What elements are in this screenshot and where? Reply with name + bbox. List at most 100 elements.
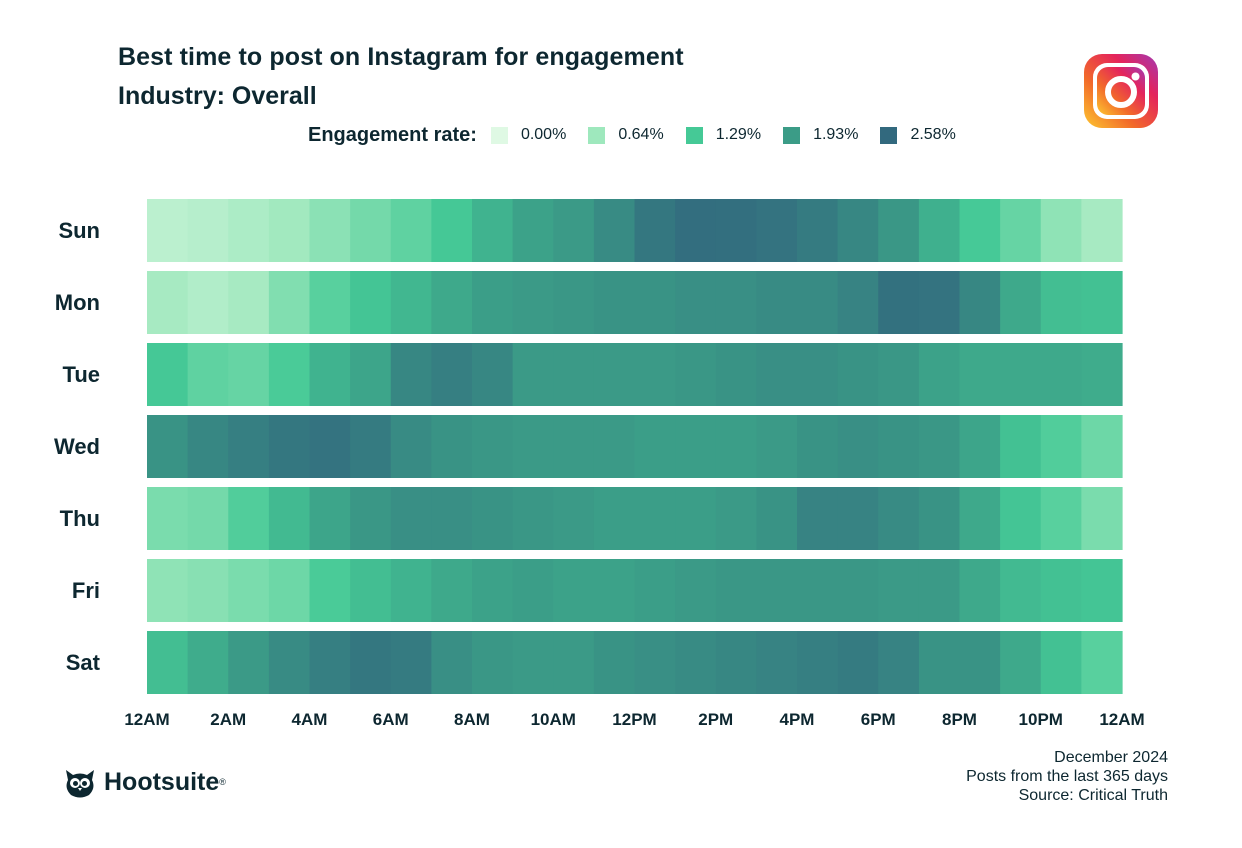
heatmap-cell [756,343,798,406]
heatmap-cell [918,343,961,406]
heatmap-cell [1000,631,1042,694]
day-label-wed: Wed [53,433,100,459]
heatmap-cell [918,199,961,262]
heatmap-cell [431,559,473,622]
heatmap-cell [634,343,676,406]
heatmap-cell [390,631,432,694]
heatmap-cell [268,199,311,262]
heatmap-cell [431,343,473,406]
x-tick-label: 10AM [530,710,576,729]
heatmap-cell [797,343,839,406]
heatmap-cell [390,415,432,478]
heatmap-cell [918,631,961,694]
heatmap-cell [472,415,514,478]
heatmap-cell [837,559,879,622]
heatmap-cell [147,487,189,550]
heatmap-cell [390,559,432,622]
heatmap-cell [756,631,798,694]
heatmap-cell [634,415,676,478]
heatmap-cell [390,199,432,262]
heatmap-cell [350,271,392,334]
heatmap-cell [553,487,595,550]
heatmap-cell [1040,559,1082,622]
x-tick-label: 12AM [1099,710,1145,729]
heatmap-cell [187,631,229,694]
heatmap-cell [1081,271,1123,334]
heatmap-cell [553,271,595,334]
legend-label: 2.58% [910,126,956,143]
heatmap-cell [715,199,757,262]
heatmap-cell [268,631,311,694]
heatmap-cell [268,415,311,478]
heatmap-cell [390,487,432,550]
heatmap-cell [959,343,1001,406]
heatmap-cell [1040,343,1082,406]
heatmap-cell [797,271,839,334]
heatmap-cell [147,199,189,262]
owl-icon [66,770,94,798]
heatmap-cell [756,271,798,334]
chart-subtitle: Industry: Overall [118,82,317,110]
legend-swatch [880,126,898,144]
x-tick-label: 4AM [291,710,328,729]
heatmap-cell [715,631,757,694]
heatmap-cell [228,415,270,478]
heatmap-cell [797,631,839,694]
heatmap-cell [918,487,961,550]
heatmap-cell [756,415,798,478]
heatmap-cell [268,559,311,622]
legend-title: Engagement rate: [308,123,477,146]
heatmap-cell [1040,199,1082,262]
heatmap-cell [553,199,595,262]
heatmap-cell [1000,199,1042,262]
heatmap-cell [350,631,392,694]
heatmap-cell [512,415,554,478]
heatmap-cell [593,487,636,550]
x-tick-label: 8AM [454,710,490,729]
heatmap-cell [593,415,636,478]
heatmap-cell [1081,199,1123,262]
heatmap-cell [512,559,554,622]
heatmap-cell [756,559,798,622]
x-tick-label: 12AM [124,710,170,729]
heatmap-cell [837,415,879,478]
heatmap-cell [715,343,757,406]
day-label-tue: Tue [62,361,100,387]
heatmap-cell [837,271,879,334]
heatmap-cell [634,271,676,334]
legend-swatch [588,126,606,144]
heatmap-cell [553,559,595,622]
heatmap-cell [268,271,311,334]
heatmap-cell [472,487,514,550]
heatmap-cell [228,199,270,262]
heatmap-cell [675,343,717,406]
legend-swatch [490,126,508,144]
day-label-mon: Mon [54,289,100,315]
heatmap-cell [918,415,961,478]
heatmap-cell [634,487,676,550]
heatmap-cell [512,343,554,406]
heatmap-cell [634,559,676,622]
heatmap-cell [918,271,961,334]
heatmap-cell [593,199,636,262]
heatmap-cell [1081,415,1123,478]
heatmap-cell [147,271,189,334]
heatmap-cell [675,631,717,694]
x-tick-label: 8PM [942,710,977,729]
heatmap-cell [1040,631,1082,694]
heatmap-cell [147,631,189,694]
heatmap-cell [878,631,920,694]
heatmap-cell [228,487,270,550]
day-label-sat: Sat [65,649,100,675]
heatmap-cell [1000,487,1042,550]
heatmap-cell [797,487,839,550]
brand-registered-mark: ® [219,777,226,787]
legend-item: 1.29% [685,126,761,144]
heatmap-cell [593,271,636,334]
heatmap-cell [431,415,473,478]
chart-title: Best time to post on Instagram for engag… [118,43,684,71]
legend-label: 1.93% [813,126,859,143]
heatmap-cell [350,199,392,262]
x-tick-label: 6AM [372,710,409,729]
